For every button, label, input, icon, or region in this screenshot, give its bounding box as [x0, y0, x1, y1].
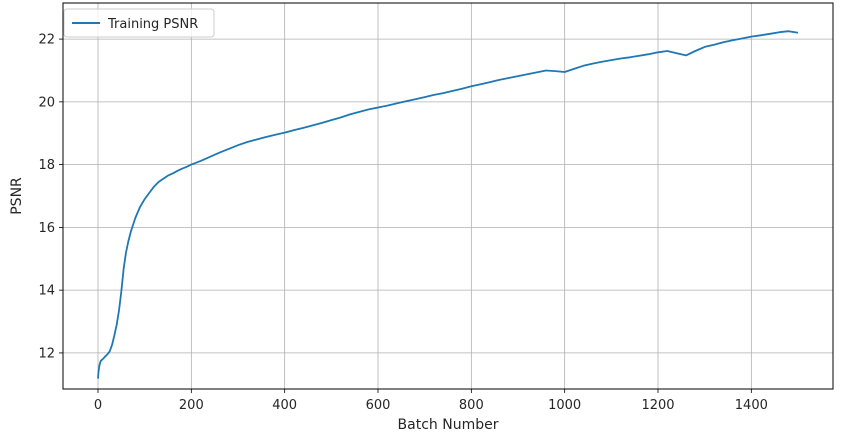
series-line — [97, 30, 799, 379]
legend-label-training-psnr: Training PSNR — [107, 17, 198, 32]
x-tick-label: 400 — [272, 398, 297, 413]
y-tick-label: 12 — [38, 346, 55, 361]
x-tick-label: 600 — [366, 398, 391, 413]
y-tick-label: 16 — [38, 221, 55, 236]
x-tick-label: 800 — [459, 398, 484, 413]
x-tick-label: 1000 — [548, 398, 581, 413]
series-lines — [97, 30, 799, 379]
grid — [63, 3, 833, 389]
x-tick-label: 200 — [179, 398, 204, 413]
y-axis-label: PSNR — [9, 177, 25, 215]
y-tick-label: 18 — [38, 158, 55, 173]
plot-frame — [62, 2, 834, 390]
x-tick-label: 1200 — [641, 398, 674, 413]
legend: Training PSNR — [63, 8, 215, 38]
legend-box — [63, 8, 215, 38]
x-tick-label: 1400 — [735, 398, 768, 413]
y-tick-label: 14 — [38, 284, 55, 299]
x-tick-label: 0 — [94, 398, 102, 413]
axis-ticks: 0 200 400 600 800 1000 1200 1400 12 14 16 18 20 22 — [38, 33, 767, 413]
x-axis-label: Batch Number — [398, 417, 499, 433]
y-tick-label: 22 — [38, 33, 55, 48]
y-tick-label: 20 — [38, 95, 55, 110]
